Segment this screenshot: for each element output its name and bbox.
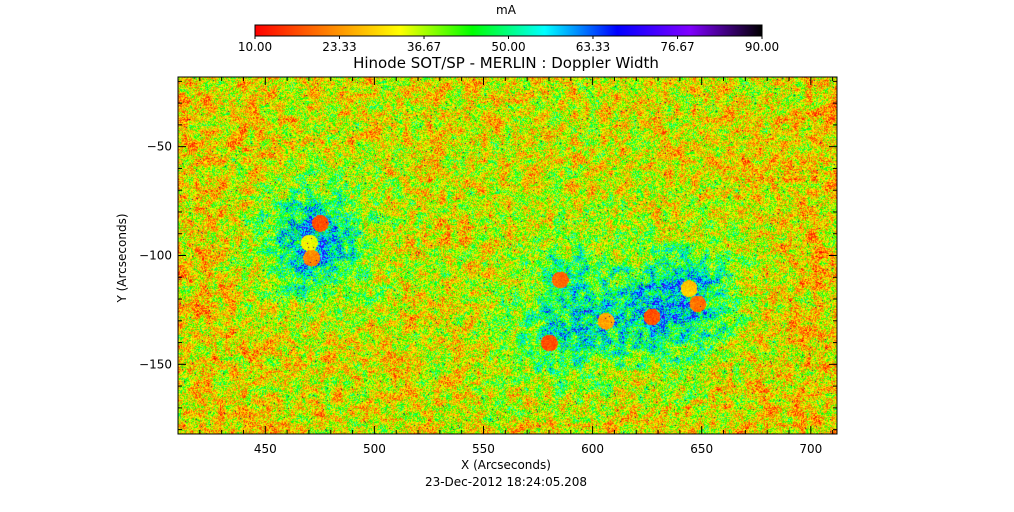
colorbar-gradient (254, 24, 763, 37)
colorbar: mA 10.00 23.33 36.67 50.00 63.33 76.67 90.00 (238, 3, 779, 54)
observation-timestamp: 23-Dec-2012 18:24:05.208 (425, 475, 587, 489)
x-tick-label: 700 (799, 442, 822, 456)
colorbar-tick-label: 76.67 (660, 40, 694, 54)
x-tick-label: 450 (254, 442, 277, 456)
x-tick-label: 550 (472, 442, 495, 456)
axis-ticks: 450 500 550 600 650 700 −50 −100 −150 (139, 77, 837, 456)
x-tick-label: 600 (581, 442, 604, 456)
colorbar-tick-label: 10.00 (238, 40, 272, 54)
colorbar-tick-label: 23.33 (322, 40, 356, 54)
x-axis-label: X (Arcseconds) (461, 458, 551, 472)
plot-area: 450 500 550 600 650 700 −50 −100 −150 (139, 76, 838, 456)
y-tick-label: −50 (147, 140, 172, 154)
y-tick-label: −150 (139, 357, 172, 371)
colorbar-unit: mA (496, 3, 517, 17)
doppler-width-map (178, 77, 837, 434)
colorbar-ticks: 10.00 23.33 36.67 50.00 63.33 76.67 90.00 (238, 36, 779, 54)
y-tick-label: −100 (139, 249, 172, 263)
colorbar-tick-label: 90.00 (745, 40, 779, 54)
chart-title: Hinode SOT/SP - MERLIN : Doppler Width (353, 54, 659, 72)
y-axis-label: Y (Arcseconds) (115, 213, 129, 303)
colorbar-tick-label: 63.33 (576, 40, 610, 54)
x-tick-label: 650 (690, 442, 713, 456)
colorbar-tick-label: 36.67 (407, 40, 441, 54)
colorbar-tick-label: 50.00 (491, 40, 525, 54)
x-tick-label: 500 (363, 442, 386, 456)
